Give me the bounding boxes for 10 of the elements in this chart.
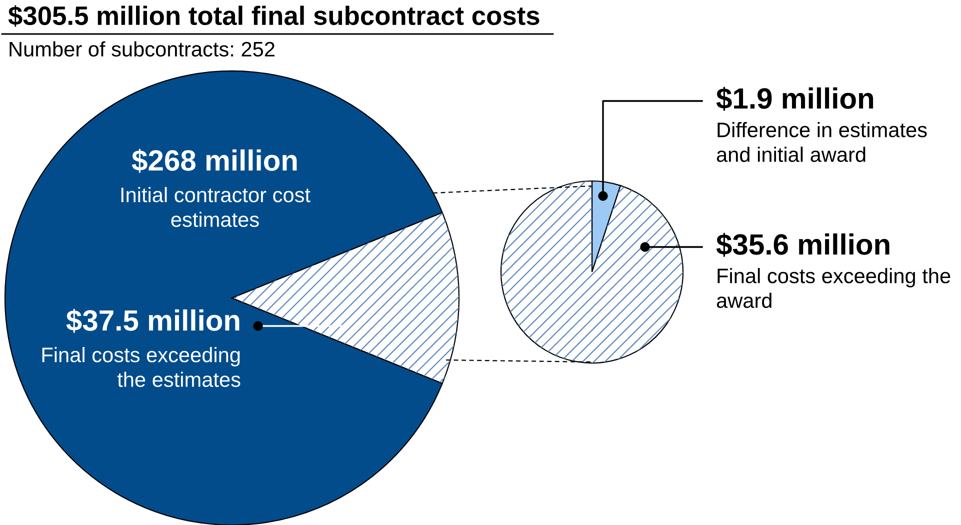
data-label: $35.6 million	[716, 232, 890, 257]
chart-subtitle: Number of subcontracts: 252	[10, 41, 274, 57]
data-label: $37.5 million	[66, 308, 240, 333]
chart-title: $305.5 million total final subcontract costs	[8, 5, 540, 27]
legend-label: Final costs exceeding the estimates	[42, 347, 240, 388]
data-label: $1.9 million	[716, 86, 874, 111]
slice-label: Difference in estimates and initial award	[716, 122, 927, 162]
data-label: $268 million	[132, 148, 297, 173]
slice-label: Initial contractor cost estimates	[121, 187, 310, 228]
slice-label: Final costs exceeding the award	[716, 268, 950, 308]
